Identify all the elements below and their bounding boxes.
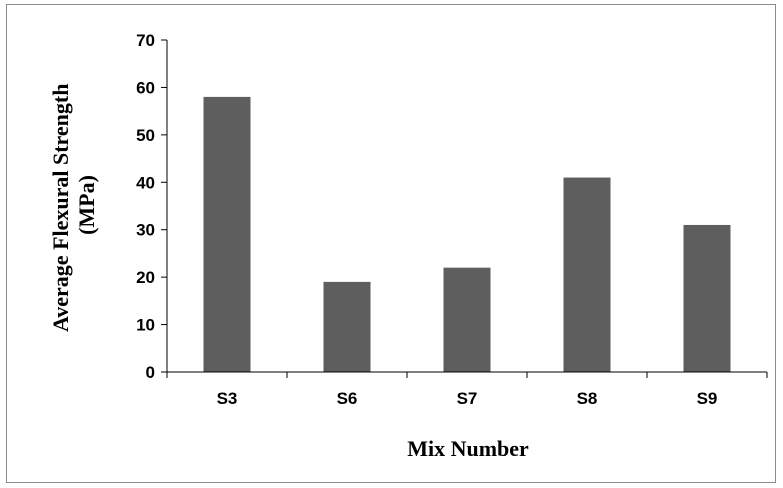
- bars: [203, 96, 731, 373]
- y-tick-label: 50: [136, 126, 155, 145]
- y-tick-label: 30: [136, 221, 155, 240]
- y-axis-ticks: 0 10 20 30 40 50 60 70: [136, 31, 167, 382]
- x-axis-title: Mix Number: [407, 436, 529, 461]
- y-axis-title-line1: Average Flexural Strength: [48, 84, 73, 332]
- x-tick-label-s3: S3: [217, 389, 238, 408]
- bar-s8: [563, 177, 611, 372]
- bar-s7: [443, 267, 491, 372]
- y-tick-label: 40: [136, 173, 155, 192]
- x-tick-label-s9: S9: [697, 389, 718, 408]
- bar-s3: [203, 96, 251, 373]
- x-tick-label-s8: S8: [577, 389, 598, 408]
- bar-s6: [323, 281, 371, 372]
- x-tick-label-s7: S7: [457, 389, 478, 408]
- x-axis-labels: S3 S6 S7 S8 S9: [217, 389, 718, 408]
- y-tick-label: 60: [136, 78, 155, 97]
- x-axis-ticks: [166, 372, 768, 378]
- y-axis-title-line2: (MPa): [74, 175, 99, 235]
- chart-frame: [6, 4, 776, 483]
- y-axis-title: Average Flexural Strength (MPa): [48, 78, 99, 332]
- y-tick-label: 20: [136, 268, 155, 287]
- y-tick-label: 70: [136, 31, 155, 50]
- y-tick-label: 0: [146, 363, 155, 382]
- x-tick-label-s6: S6: [337, 389, 358, 408]
- bar-s9: [683, 224, 731, 372]
- y-tick-label: 10: [136, 316, 155, 335]
